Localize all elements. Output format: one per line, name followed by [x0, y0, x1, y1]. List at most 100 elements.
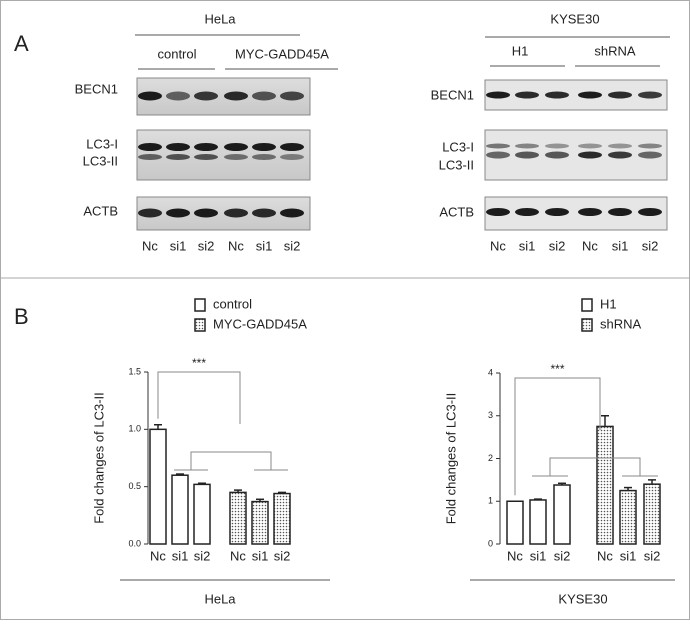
- band: [224, 154, 248, 160]
- bar: [619, 489, 637, 545]
- bracket: [174, 451, 288, 471]
- band: [138, 91, 162, 101]
- panel-label: A: [14, 31, 29, 56]
- group-label: H1: [512, 43, 529, 58]
- lane-label: Nc: [490, 238, 506, 253]
- band: [138, 208, 162, 218]
- blot: [484, 196, 668, 231]
- lane-label: si1: [519, 238, 536, 253]
- lane-label: Nc: [142, 238, 158, 253]
- band: [608, 143, 632, 149]
- legend-swatch: [581, 318, 593, 332]
- legend-label: shRNA: [600, 316, 642, 331]
- y-axis-label: Fold changes of LC3-II: [91, 392, 106, 524]
- x-tick-label: si2: [194, 548, 211, 563]
- footer-label: HeLa: [204, 591, 236, 606]
- bar: [149, 428, 167, 545]
- band: [638, 208, 662, 216]
- band: [486, 208, 510, 216]
- row-label: LC3-II: [439, 157, 474, 172]
- band: [252, 91, 276, 101]
- y-tick-label: 4: [488, 367, 493, 377]
- band: [638, 151, 662, 159]
- lane-label: si1: [256, 238, 273, 253]
- lane-label: Nc: [228, 238, 244, 253]
- x-tick-label: si1: [620, 548, 637, 563]
- x-tick-label: Nc: [230, 548, 246, 563]
- band: [638, 91, 662, 99]
- bar: [596, 425, 614, 545]
- bracket: [157, 371, 241, 424]
- x-tick-label: si2: [274, 548, 291, 563]
- row-label: ACTB: [439, 204, 474, 219]
- band: [578, 143, 602, 149]
- bar: [643, 483, 661, 545]
- cell-line-label: KYSE30: [550, 11, 599, 26]
- band: [252, 143, 276, 151]
- band: [252, 154, 276, 160]
- bar: [529, 499, 547, 545]
- significance: ***: [550, 362, 564, 376]
- band: [194, 208, 218, 218]
- bar: [273, 492, 291, 545]
- band: [486, 151, 510, 159]
- band: [486, 91, 510, 99]
- bracket: [514, 377, 601, 496]
- y-axis-label: Fold changes of LC3-II: [443, 393, 458, 525]
- band: [194, 91, 218, 101]
- band: [515, 143, 539, 149]
- band: [224, 208, 248, 218]
- x-tick-label: si2: [644, 548, 661, 563]
- group-label: control: [157, 46, 196, 61]
- band: [608, 91, 632, 99]
- y-tick-label: 1.5: [128, 366, 141, 376]
- band: [545, 208, 569, 216]
- row-label: ACTB: [83, 203, 118, 218]
- band: [578, 208, 602, 216]
- row-label: LC3-I: [442, 139, 474, 154]
- band: [608, 208, 632, 216]
- band: [166, 154, 190, 160]
- band: [194, 143, 218, 151]
- lane-label: si1: [612, 238, 629, 253]
- x-tick-label: si1: [530, 548, 547, 563]
- y-tick-label: 1.0: [128, 424, 141, 434]
- bar: [193, 483, 211, 545]
- band: [545, 143, 569, 149]
- band: [545, 91, 569, 99]
- lane-label: si1: [170, 238, 187, 253]
- legend-label: control: [213, 296, 252, 311]
- x-tick-label: Nc: [597, 548, 613, 563]
- lane-label: si2: [284, 238, 301, 253]
- band: [515, 208, 539, 216]
- y-tick-label: 3: [488, 410, 493, 420]
- y-tick-label: 0: [488, 538, 493, 548]
- band: [280, 154, 304, 160]
- bar: [506, 500, 524, 545]
- legend-label: H1: [600, 296, 617, 311]
- legend-swatch: [581, 298, 593, 312]
- band: [138, 154, 162, 160]
- legend-swatch: [194, 298, 206, 312]
- panel-label: B: [14, 304, 29, 329]
- band: [280, 208, 304, 218]
- band: [166, 208, 190, 218]
- legend-label: MYC-GADD45A: [213, 316, 307, 331]
- band: [166, 143, 190, 151]
- footer-label: KYSE30: [558, 591, 607, 606]
- band: [486, 143, 510, 149]
- row-label: BECN1: [75, 81, 118, 96]
- lane-label: Nc: [582, 238, 598, 253]
- x-tick-label: si2: [554, 548, 571, 563]
- bar: [553, 484, 571, 545]
- band: [608, 151, 632, 159]
- band: [224, 91, 248, 101]
- band: [194, 154, 218, 160]
- x-tick-label: si1: [252, 548, 269, 563]
- row-label: LC3-II: [83, 153, 118, 168]
- band: [638, 143, 662, 149]
- band: [252, 208, 276, 218]
- band: [545, 151, 569, 159]
- bar: [171, 474, 189, 545]
